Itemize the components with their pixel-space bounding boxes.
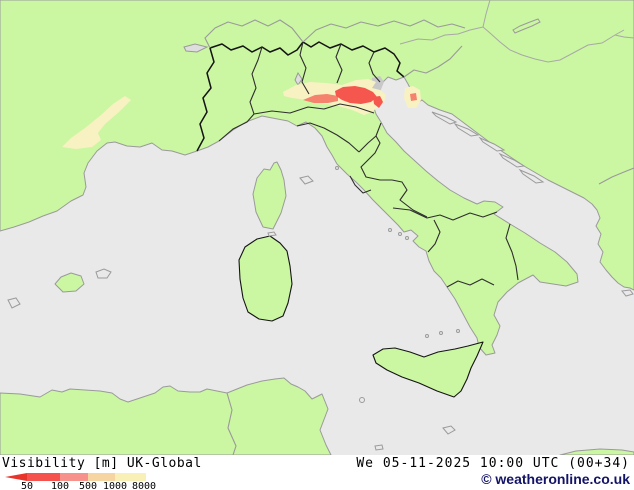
scale-label-8000: 8000 bbox=[131, 481, 157, 490]
island-dalmatia-5 bbox=[518, 168, 545, 184]
river-sava bbox=[399, 26, 625, 63]
coastline-north-africa bbox=[0, 377, 332, 455]
island-menorca bbox=[95, 268, 112, 279]
legend-title: Visibility [m] UK-Global bbox=[2, 456, 202, 471]
island-malta bbox=[442, 425, 456, 435]
region-border-po-emilia bbox=[253, 103, 375, 115]
island-sardinia bbox=[238, 235, 293, 322]
status-bar: Visibility [m] UK-Global 50 100 500 1000… bbox=[0, 455, 634, 490]
coastline-libya-sliver bbox=[559, 448, 634, 455]
island-dalmatia-2 bbox=[453, 122, 480, 137]
border-austria-north bbox=[302, 19, 466, 43]
island-aeolian-1 bbox=[439, 331, 443, 335]
scale-arrow-low bbox=[5, 473, 27, 481]
region-border-lombardy-veneto bbox=[299, 41, 310, 95]
fog-patch-po-west bbox=[303, 94, 338, 103]
fog-patch-po-delta bbox=[373, 96, 383, 108]
island-ischia bbox=[398, 232, 402, 236]
scale-segment-500-1000 bbox=[88, 473, 115, 481]
visibility-color-scale bbox=[5, 473, 146, 481]
island-corsica bbox=[252, 161, 287, 230]
map-canvas bbox=[0, 0, 634, 455]
island-lampedusa bbox=[374, 444, 384, 451]
scale-segment-1000-8000 bbox=[115, 473, 146, 481]
island-aeolian-2 bbox=[456, 329, 460, 333]
island-capri bbox=[405, 236, 409, 240]
river-drava bbox=[482, 0, 491, 28]
island-sicily bbox=[372, 341, 484, 398]
fog-patch-veneto bbox=[335, 86, 377, 104]
island-ponza bbox=[388, 228, 392, 232]
region-border-trentino bbox=[335, 43, 343, 84]
lake-geneva bbox=[183, 43, 209, 53]
forecast-timestamp: We 05-11-2025 10:00 UTC (00+34) bbox=[356, 456, 630, 471]
lake-garda bbox=[294, 71, 303, 86]
region-border-piedmont-lombardy bbox=[249, 46, 263, 115]
island-ibiza bbox=[7, 297, 21, 309]
island-mallorca bbox=[54, 272, 85, 293]
lake-balaton bbox=[512, 18, 541, 34]
region-border-puglia-basilicata bbox=[505, 223, 519, 281]
region-border-friuli bbox=[368, 51, 381, 83]
island-dalmatia-3 bbox=[478, 136, 506, 152]
fog-patch-istria-core bbox=[410, 93, 417, 101]
region-border-umbria-lazio bbox=[360, 135, 392, 181]
scale-label-1000: 1000 bbox=[102, 481, 128, 490]
scale-label-50: 50 bbox=[20, 481, 34, 490]
fog-patch-rhone-valley bbox=[62, 96, 131, 149]
region-border-tuscany-marche bbox=[358, 122, 382, 153]
scale-label-100: 100 bbox=[50, 481, 70, 490]
border-algeria-tunisia bbox=[226, 392, 237, 455]
region-border-calabria-north bbox=[446, 278, 495, 288]
border-slovenia-croatia bbox=[403, 45, 463, 78]
island-pantelleria bbox=[359, 397, 365, 403]
border-montenegro-albania bbox=[598, 167, 634, 185]
island-aeolian-3 bbox=[425, 334, 429, 338]
island-giglio bbox=[335, 166, 339, 170]
scale-segment-100-500 bbox=[60, 473, 88, 481]
region-border-molise-puglia bbox=[392, 207, 498, 221]
border-switzerland-north bbox=[204, 19, 304, 49]
island-dalmatia-4 bbox=[498, 152, 526, 168]
region-border-liguria bbox=[218, 113, 255, 142]
region-border-emilia-tuscany bbox=[296, 122, 360, 153]
scale-segment-50-100 bbox=[27, 473, 60, 481]
scale-label-500: 500 bbox=[78, 481, 98, 490]
region-border-abruzzo bbox=[391, 179, 428, 218]
river-fork-east bbox=[614, 34, 634, 39]
island-dalmatia-1 bbox=[431, 111, 458, 125]
strait-bonifacio-islets bbox=[267, 231, 277, 237]
visibility-map bbox=[0, 0, 634, 455]
island-corfu bbox=[621, 289, 634, 297]
island-elba bbox=[299, 175, 314, 185]
region-border-campania-east bbox=[427, 219, 441, 253]
copyright-link[interactable]: © weatheronline.co.uk bbox=[481, 471, 630, 487]
region-border-lazio-coast bbox=[349, 175, 372, 194]
